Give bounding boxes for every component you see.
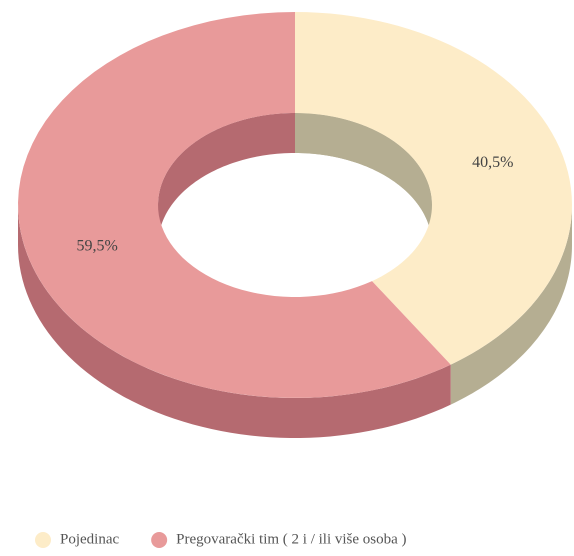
- donut-slice: [18, 12, 451, 398]
- walls: [18, 113, 572, 438]
- outer-wall: [18, 205, 451, 438]
- value-label: 40,5%: [472, 154, 513, 171]
- donut-slice: [295, 12, 572, 365]
- legend-marker: [35, 532, 51, 548]
- inner-wall: [158, 113, 295, 245]
- legend-label: Pojedinac: [60, 531, 119, 547]
- legend-label: Pregovarački tim ( 2 i / ili više osoba …: [176, 531, 406, 547]
- value-label: 59,5%: [76, 238, 117, 255]
- outer-wall: [450, 205, 572, 405]
- legend-marker: [151, 532, 168, 548]
- inner-wall: [295, 113, 432, 245]
- faces: [18, 12, 572, 398]
